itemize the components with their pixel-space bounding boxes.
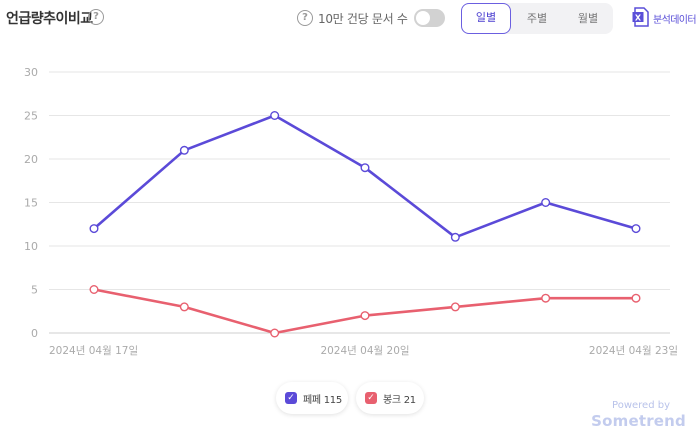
- export-data-label: 분석데이터: [653, 15, 697, 26]
- y-tick-label: 0: [31, 327, 38, 340]
- y-tick-label: 30: [24, 66, 38, 79]
- per-doc-toggle[interactable]: [414, 9, 445, 27]
- legend-item-series-1[interactable]: ✓ 페페 115: [276, 382, 348, 414]
- chart-header: 언급량추이비교 ? ? 10만 건당 문서 수 일별 주별 월별 X 분석데이터: [0, 0, 700, 36]
- y-tick-label: 5: [31, 284, 38, 297]
- legend-series-name: 봉크: [383, 395, 401, 406]
- y-tick-label: 15: [24, 197, 38, 210]
- y-tick-label: 25: [24, 110, 38, 123]
- data-point: [270, 111, 280, 121]
- x-tick-label: 2024년 04월 17일: [49, 344, 138, 357]
- period-tabs: 일별 주별 월별: [461, 3, 613, 34]
- per-doc-label: 10만 건당 문서 수: [318, 12, 408, 26]
- data-point: [450, 232, 460, 242]
- legend-series-total: 115: [323, 395, 342, 406]
- series-line: [93, 114, 637, 239]
- brand-logo: Sometrend: [591, 412, 686, 430]
- legend-series-total: 21: [403, 395, 416, 406]
- help-icon[interactable]: ?: [88, 9, 104, 25]
- data-point: [360, 311, 370, 321]
- data-point: [541, 197, 551, 207]
- legend-label: 페페 115: [303, 391, 342, 406]
- x-tick-label: 2024년 04월 20일: [320, 344, 409, 357]
- series-lines: [89, 111, 641, 338]
- help-icon[interactable]: ?: [297, 10, 313, 26]
- x-tick-label: 2024년 04월 23일: [589, 344, 678, 357]
- tab-daily[interactable]: 일별: [461, 3, 511, 34]
- legend-label: 봉크 21: [383, 391, 416, 406]
- toggle-knob: [416, 11, 430, 25]
- data-point: [179, 302, 189, 312]
- powered-by-text: Powered by: [612, 400, 670, 411]
- y-axis-ticks: 0 5 10 15 20 25 30: [24, 66, 38, 340]
- excel-icon: X: [632, 7, 649, 27]
- series-1: [89, 111, 641, 242]
- data-point: [360, 163, 370, 173]
- series-2: [89, 284, 641, 338]
- legend-item-series-2[interactable]: ✓ 봉크 21: [356, 382, 424, 414]
- data-point: [179, 145, 189, 155]
- legend-series-name: 페페: [303, 395, 321, 406]
- checkbox-icon: ✓: [285, 392, 297, 404]
- data-point: [89, 284, 99, 294]
- x-axis-ticks: 2024년 04월 17일 2024년 04월 20일 2024년 04월 23일: [49, 344, 678, 357]
- data-point: [270, 328, 280, 338]
- data-point: [541, 293, 551, 303]
- data-point: [89, 224, 99, 234]
- tab-monthly[interactable]: 월별: [577, 12, 599, 25]
- tab-weekly[interactable]: 주별: [526, 12, 548, 25]
- page-title: 언급량추이비교: [6, 11, 93, 27]
- data-point: [450, 302, 460, 312]
- excel-icon-letter: X: [635, 14, 642, 23]
- y-tick-label: 20: [24, 153, 38, 166]
- data-point: [631, 293, 641, 303]
- grid-lines: [49, 71, 670, 334]
- y-tick-label: 10: [24, 240, 38, 253]
- checkbox-icon: ✓: [365, 392, 377, 404]
- data-point: [631, 224, 641, 234]
